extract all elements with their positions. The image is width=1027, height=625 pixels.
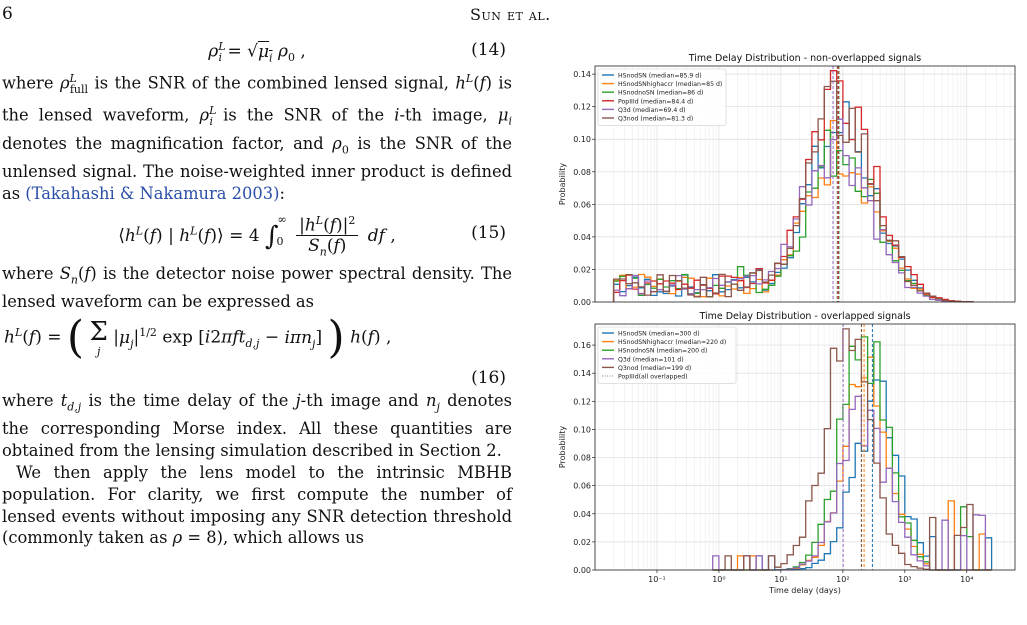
legend-entry: PopIIId (median=84.4 d) — [618, 98, 693, 105]
legend-entry: Q3nod (median=199 d) — [618, 365, 691, 372]
chart-panel: Time Delay Distribution - overlapped sig… — [558, 311, 1016, 595]
legend-entry: HSnodSNhighaccr (median=220 d) — [618, 339, 726, 346]
y-tick-label: 0.02 — [573, 538, 591, 547]
x-tick-label: 10⁻¹ — [648, 575, 666, 584]
page-number: 6 — [2, 4, 13, 24]
x-tick-label: 10² — [836, 575, 849, 584]
running-head: Sun et al. — [470, 5, 551, 24]
chart-title: Time Delay Distribution - non-overlapped… — [688, 53, 922, 64]
y-tick-label: 0.16 — [573, 341, 591, 350]
x-tick-label: 10³ — [898, 575, 911, 584]
histogram-series — [712, 328, 992, 571]
plot-frame — [594, 65, 1016, 303]
equation-number: (14) — [471, 40, 506, 60]
y-tick-label: 0.00 — [573, 298, 591, 307]
y-tick-label: 0.14 — [573, 369, 591, 378]
figure: Time Delay Distribution - non-overlapped… — [555, 40, 1025, 610]
histogram-series — [712, 395, 992, 571]
y-tick-label: 0.06 — [573, 200, 591, 209]
y-tick-label: 0.14 — [573, 70, 591, 79]
y-tick-label: 0.12 — [573, 103, 591, 112]
equation-number: (16) — [471, 368, 506, 389]
y-tick-label: 0.02 — [573, 265, 591, 274]
paragraph: We then apply the lens model to the intr… — [2, 463, 512, 548]
chart-title: Time Delay Distribution - overlapped sig… — [698, 311, 910, 322]
legend-entry: HSnodSN (median=300 d) — [618, 331, 700, 338]
histogram-series — [612, 129, 974, 303]
y-tick-label: 0.04 — [573, 510, 591, 519]
legend-box — [597, 68, 727, 126]
y-tick-label: 0.08 — [573, 454, 591, 463]
time-delay-figure: Time Delay Distribution - non-overlapped… — [558, 53, 1016, 595]
histogram-series — [712, 336, 992, 571]
y-tick-label: 0.12 — [573, 397, 591, 406]
y-tick-label: 0.08 — [573, 168, 591, 177]
histogram-series — [612, 118, 974, 303]
equation-number: (15) — [471, 222, 506, 243]
x-tick-label: 10¹ — [774, 575, 787, 584]
x-tick-label: 10⁴ — [960, 575, 973, 584]
page-header: 6 Sun et al. — [0, 4, 1027, 28]
citation-link[interactable]: (Takahashi & Nakamura 2003) — [25, 183, 280, 203]
histogram-series — [712, 356, 992, 571]
paragraph: where Sn(f) is the detector noise power … — [2, 263, 512, 311]
equation-14: ρLi = √μi ρ0 , (14) — [208, 40, 506, 65]
legend-entry: HSnodSN (median=85.9 d) — [618, 73, 702, 80]
histogram-series — [612, 70, 974, 303]
histogram-series — [612, 119, 974, 303]
histogram-series — [612, 101, 974, 303]
y-tick-label: 0.10 — [573, 135, 591, 144]
legend-entry: HSnodnoSN (median=200 d) — [618, 348, 707, 355]
legend-entry: Q3d (median=69.4 d) — [618, 107, 686, 114]
legend-entry: Q3d (median=101 d) — [618, 356, 684, 363]
legend-entry: PopIIId(all overlapped) — [618, 374, 688, 381]
y-tick-label: 0.04 — [573, 233, 591, 242]
y-tick-label: 0.00 — [573, 566, 591, 575]
legend-box — [597, 326, 737, 384]
paragraph: where ρLfull is the SNR of the combined … — [2, 72, 512, 203]
x-tick-label: 10⁰ — [712, 575, 725, 584]
x-axis-label: Time delay (days) — [768, 586, 841, 595]
y-tick-label: 0.06 — [573, 482, 591, 491]
y-tick-label: 0.10 — [573, 425, 591, 434]
legend-entry: HSnodnoSN (median=86 d) — [618, 90, 703, 97]
text-column: ρLi = √μi ρ0 , (14) where ρLfull is the … — [2, 34, 512, 549]
y-axis-label: Probability — [558, 426, 567, 469]
plot-frame — [594, 323, 1016, 571]
chart-panel: Time Delay Distribution - non-overlapped… — [558, 53, 1016, 307]
paragraph: where td,j is the time delay of the j-th… — [2, 391, 512, 461]
histogram-series — [612, 80, 974, 303]
histogram-series — [712, 379, 993, 571]
legend-entry: Q3nod (median=81.3 d) — [618, 116, 693, 123]
equation-15: ⟨hL(f) | hL(f)⟩ = 4 ∫0∞ |hL(f)|2 Sn(f) df… — [118, 212, 506, 259]
y-axis-label: Probability — [558, 163, 567, 206]
legend-entry: HSnodSNhighaccr (median=85 d) — [618, 81, 722, 88]
